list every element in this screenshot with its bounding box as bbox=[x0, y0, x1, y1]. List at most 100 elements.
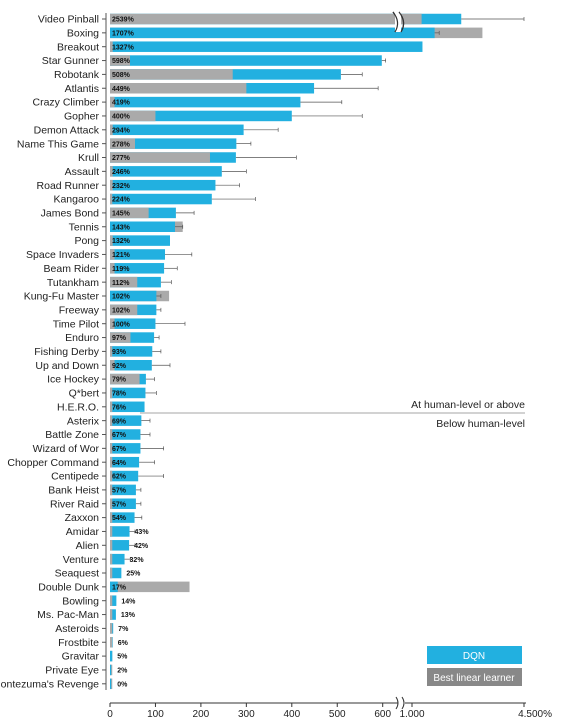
label-montezuma-s-revenge: Montezuma's Revenge bbox=[0, 678, 99, 690]
label-frostbite: Frostbite bbox=[58, 637, 99, 649]
label-private-eye: Private Eye bbox=[45, 665, 99, 677]
label-ms-pac-man: Ms. Pac-Man bbox=[37, 609, 99, 621]
label-ice-hockey: Ice Hockey bbox=[47, 374, 100, 386]
x-tick-label-7: 1,000 bbox=[399, 709, 424, 717]
label-centipede: Centipede bbox=[51, 471, 99, 483]
bar-linear-breakout bbox=[110, 41, 113, 52]
bar-linear-enduro bbox=[110, 332, 131, 343]
label-pong: Pong bbox=[74, 235, 99, 247]
value-label-robotank: 508% bbox=[112, 72, 131, 79]
label-breakout: Breakout bbox=[57, 41, 99, 53]
label-asterix: Asterix bbox=[67, 415, 100, 427]
value-label-private-eye: 2% bbox=[117, 668, 128, 675]
value-label-amidar: 43% bbox=[135, 529, 150, 536]
bar-linear-name-this-game bbox=[110, 138, 135, 149]
value-label-james-bond: 145% bbox=[112, 211, 131, 218]
label-james-bond: James Bond bbox=[41, 208, 100, 220]
legend-linear-swatch bbox=[427, 668, 522, 686]
bar-dqn-chopper-command bbox=[110, 456, 140, 468]
label-assault: Assault bbox=[65, 166, 100, 178]
value-label-video-pinball: 2539% bbox=[112, 17, 135, 24]
label-zaxxon: Zaxxon bbox=[65, 512, 100, 524]
x-tick-label-2: 200 bbox=[193, 709, 210, 717]
value-label-wizard-of-wor: 67% bbox=[112, 446, 127, 453]
x-tick-label-1: 100 bbox=[147, 709, 164, 717]
bar-dqn-gopher bbox=[110, 110, 292, 122]
label-demon-attack: Demon Attack bbox=[34, 124, 100, 136]
value-label-road-runner: 232% bbox=[112, 183, 131, 190]
bars bbox=[110, 13, 483, 690]
bar-dqn-montezuma-s-revenge bbox=[110, 678, 112, 690]
bar-linear-beam-rider bbox=[110, 263, 115, 274]
value-label-centipede: 62% bbox=[112, 474, 127, 481]
bar-linear-gopher bbox=[110, 110, 156, 122]
annotation-below: Below human-level bbox=[436, 418, 525, 430]
bar-dqn-star-gunner bbox=[110, 55, 382, 66]
label-star-gunner: Star Gunner bbox=[42, 55, 100, 67]
x-tick-label-3: 300 bbox=[238, 709, 255, 717]
label-crazy-climber: Crazy Climber bbox=[32, 97, 99, 109]
value-label-frostbite: 6% bbox=[118, 640, 129, 647]
bar-dqn-private-eye bbox=[110, 664, 112, 676]
label-time-pilot: Time Pilot bbox=[53, 318, 99, 330]
value-label-battle-zone: 67% bbox=[112, 432, 127, 439]
bar-dqn-kung-fu-master bbox=[110, 290, 157, 302]
legend-dqn-swatch bbox=[427, 646, 522, 664]
label-name-this-game: Name This Game bbox=[17, 138, 99, 150]
label-tutankham: Tutankham bbox=[47, 277, 99, 289]
value-label-boxing: 1707% bbox=[112, 30, 135, 37]
bar-linear-alien bbox=[110, 540, 113, 551]
bar-dqn-bowling bbox=[110, 595, 117, 606]
value-label-bank-heist: 57% bbox=[112, 488, 127, 495]
bar-linear-ice-hockey bbox=[110, 373, 140, 385]
bar-linear-centipede bbox=[110, 470, 113, 482]
value-label-chopper-command: 64% bbox=[112, 460, 127, 467]
bar-linear-road-runner bbox=[110, 179, 113, 191]
bar-linear-atlantis bbox=[110, 83, 247, 94]
bar-dqn-crazy-climber bbox=[110, 96, 301, 108]
value-label-demon-attack: 294% bbox=[112, 127, 131, 134]
bar-linear-robotank bbox=[110, 69, 233, 80]
label-river-raid: River Raid bbox=[50, 498, 99, 510]
bar-linear-james-bond bbox=[110, 207, 149, 219]
label-space-invaders: Space Invaders bbox=[26, 249, 99, 261]
label-beam-rider: Beam Rider bbox=[44, 263, 100, 275]
value-label-krull: 277% bbox=[112, 155, 131, 162]
bar-dqn-fishing-derby bbox=[110, 346, 153, 357]
label-double-dunk: Double Dunk bbox=[38, 581, 99, 593]
bar-linear-krull bbox=[110, 152, 210, 163]
bar-dqn-up-and-down bbox=[110, 360, 152, 371]
bar-linear-fishing-derby bbox=[110, 346, 113, 357]
bar-dqn-enduro bbox=[110, 332, 155, 343]
bar-linear-amidar bbox=[110, 526, 113, 537]
value-label-bowling: 14% bbox=[121, 598, 136, 605]
label-q-bert: Q*bert bbox=[69, 388, 99, 400]
legend: DQN Best linear learner bbox=[427, 646, 522, 686]
value-label-assault: 246% bbox=[112, 169, 131, 176]
bar-dqn-pong bbox=[110, 235, 170, 246]
label-freeway: Freeway bbox=[59, 304, 100, 316]
label-fishing-derby: Fishing Derby bbox=[34, 346, 100, 358]
bar-dqn-seaquest bbox=[110, 567, 122, 579]
label-venture: Venture bbox=[63, 554, 99, 566]
value-label-name-this-game: 278% bbox=[112, 141, 131, 148]
bar-linear-bank-heist bbox=[110, 484, 113, 496]
bar-break-line-1 bbox=[392, 11, 399, 33]
value-label-crazy-climber: 419% bbox=[112, 100, 131, 107]
bar-linear-pong bbox=[110, 235, 113, 246]
bar-linear-ms-pac-man bbox=[110, 609, 113, 620]
x-tick-label-5: 500 bbox=[329, 709, 346, 717]
bar-dqn-kangaroo bbox=[110, 193, 212, 205]
label-robotank: Robotank bbox=[54, 69, 100, 81]
x-tick-label-8: 4,500% bbox=[518, 709, 552, 717]
value-label-ms-pac-man: 13% bbox=[121, 612, 136, 619]
value-label-enduro: 97% bbox=[112, 335, 127, 342]
value-label-gopher: 400% bbox=[112, 114, 131, 121]
label-alien: Alien bbox=[76, 540, 100, 552]
bar-linear-frostbite bbox=[110, 637, 113, 648]
label-gravitar: Gravitar bbox=[62, 651, 100, 663]
bar-dqn-amidar bbox=[110, 526, 130, 537]
label-amidar: Amidar bbox=[66, 526, 100, 538]
